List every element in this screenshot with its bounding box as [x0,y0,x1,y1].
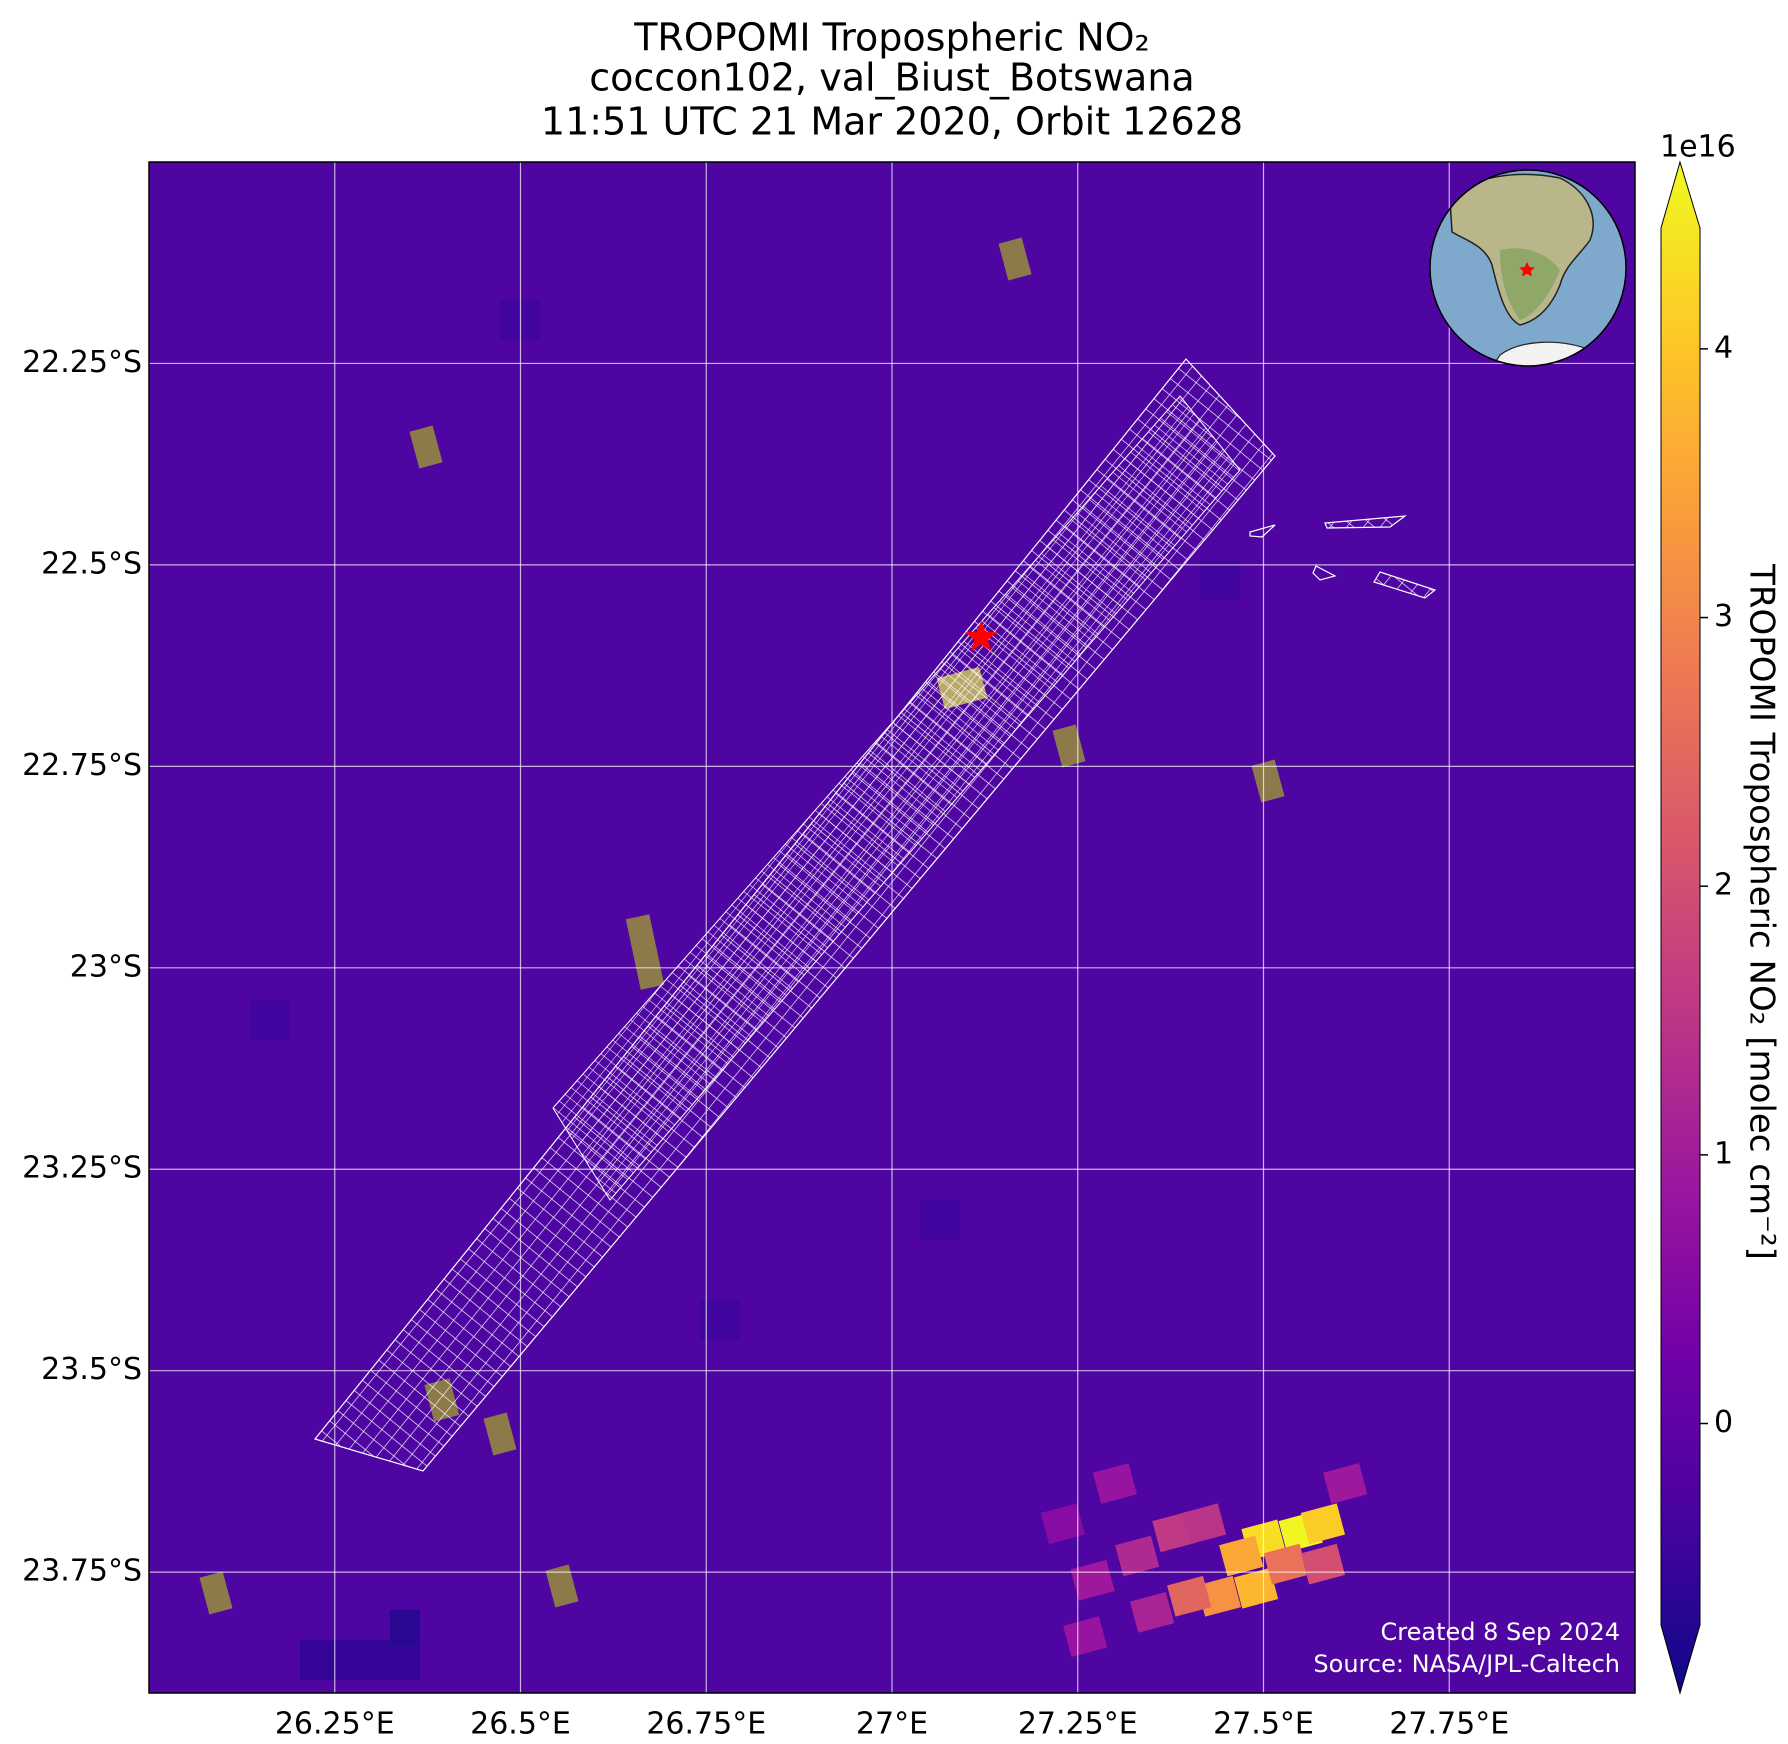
x-tick-label: 27.75°E [1389,1707,1509,1742]
y-tick-label: 23°S [70,949,142,984]
no2-cell [1263,1543,1308,1585]
colorbar-offset: 1e16 [1660,130,1736,165]
y-tick-label: 23.25°S [22,1151,142,1186]
no2-cell [1129,1592,1175,1633]
y-tick-label: 22.75°S [22,748,142,783]
globe-inset [1429,169,1627,367]
title: TROPOMI Tropospheric NO₂ coccon102, val_… [541,16,1243,144]
no2-cells [1040,1463,1368,1657]
no2-cell [1040,1503,1086,1545]
no2-cell [1063,1616,1108,1657]
colorbar-tick-label: 4 [1714,330,1733,365]
colorbar-label: TROPOMI Tropospheric NO₂ [molec cm⁻²] [1742,563,1782,1260]
y-tick-label: 23.5°S [41,1352,142,1387]
no2-cell [1115,1535,1160,1577]
x-tick-label: 27.5°E [1213,1707,1314,1742]
y-tick-label: 22.25°S [22,345,142,380]
title-line: coccon102, val_Biust_Botswana [589,56,1194,100]
site-marker [965,620,998,652]
y-tick-label: 23.75°S [22,1554,142,1589]
title-line: TROPOMI Tropospheric NO₂ [633,16,1150,60]
no2-cell [1092,1463,1138,1504]
credit: Source: NASA/JPL-Caltech [1313,1650,1620,1678]
plot-frame [148,161,1636,1694]
colorbar-body [1660,160,1701,1695]
colorbar-tick-label: 2 [1714,868,1733,903]
graticule [149,162,1635,1693]
no2-cell [1233,1567,1279,1609]
x-tick-label: 26.25°E [275,1707,395,1742]
colorbar-tick-label: 1 [1714,1136,1733,1171]
x-tick-label: 27.25°E [1018,1707,1138,1742]
colorbar: 1e16 TROPOMI Tropospheric NO₂ [molec cm⁻… [1660,130,1782,1695]
x-tick-label: 26.5°E [470,1707,571,1742]
no2-cell [1300,1543,1346,1585]
no2-cell [1070,1559,1115,1601]
credit: Created 8 Sep 2024 [1381,1618,1620,1646]
no2-cell [1219,1535,1264,1577]
title-line: 11:51 UTC 21 Mar 2020, Orbit 12628 [541,100,1243,144]
no2-cell [1167,1575,1212,1617]
footprint-mesh [313,358,1437,1472]
y-tick-label: 22.5°S [41,546,142,581]
colorbar-tick-label: 3 [1714,599,1733,634]
no2-cell [1181,1503,1227,1545]
colorbar-tick-label: 0 [1714,1405,1733,1440]
no2-cell [1323,1463,1368,1504]
no2-cell [1300,1503,1346,1545]
x-tick-label: 26.75°E [646,1707,766,1742]
map-area [149,162,1635,1693]
x-tick-label: 27°E [856,1707,928,1742]
